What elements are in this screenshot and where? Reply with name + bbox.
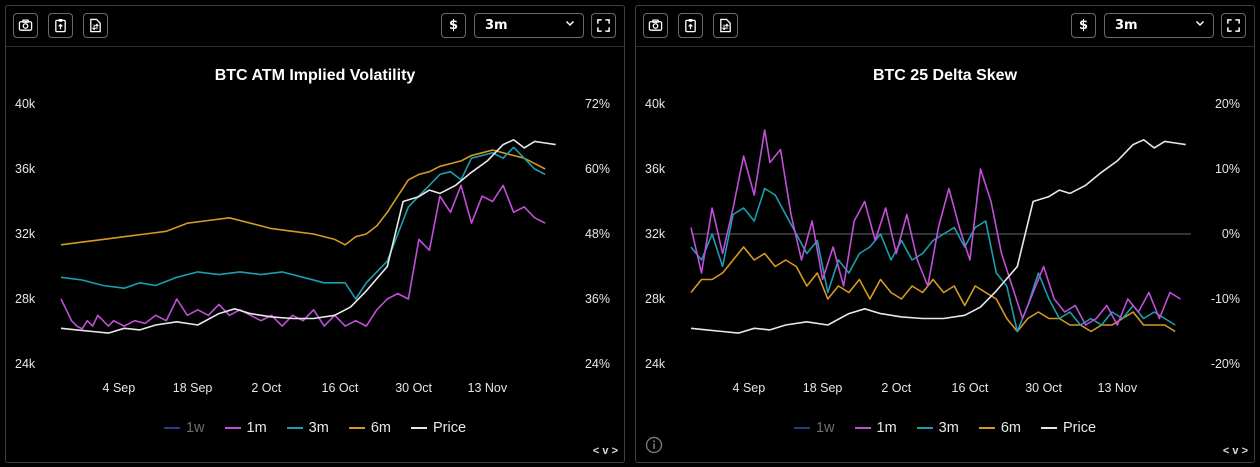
y-left-tick-label: 28k xyxy=(15,292,36,306)
legend-label: 3m xyxy=(938,420,959,436)
range-select[interactable]: 3m xyxy=(1104,13,1214,38)
chart-toolbar: $ 3m xyxy=(6,6,624,47)
y-left-tick-label: 28k xyxy=(645,292,666,306)
series-line-6m xyxy=(690,246,1176,333)
legend-item-3m[interactable]: 3m xyxy=(916,418,959,438)
legend-swatch xyxy=(854,427,871,429)
legend-item-1m[interactable]: 1m xyxy=(854,418,897,438)
chart-area: BTC ATM Implied Volatility 40k 36k 32k 28k 24… xyxy=(15,67,610,395)
y-right-tick-label: 36% xyxy=(585,292,610,306)
legend-label: 1w xyxy=(815,420,835,436)
x-tick-label: 4 Sep xyxy=(103,381,136,395)
chart-toolbar: $ 3m xyxy=(636,6,1254,47)
y-right-tick-label: -10% xyxy=(1211,292,1240,306)
legend-item-price[interactable]: Price xyxy=(1040,418,1097,438)
legend-swatch xyxy=(286,427,303,429)
camera-icon[interactable] xyxy=(643,13,668,38)
chart-panel-left: $ 3m BTC ATM Implied Volatility 40k 36k 32k… xyxy=(5,5,625,463)
fullscreen-icon[interactable] xyxy=(1221,13,1246,38)
legend-label: 1w xyxy=(185,420,205,436)
legend-item-3m[interactable]: 3m xyxy=(286,418,329,438)
clipboard-icon[interactable] xyxy=(678,13,703,38)
y-left-tick-label: 32k xyxy=(15,227,36,241)
legend-label: 3m xyxy=(308,420,329,436)
chart-title: BTC ATM Implied Volatility xyxy=(215,67,416,84)
legend-label: 6m xyxy=(370,420,391,436)
x-tick-label: 4 Sep xyxy=(733,381,766,395)
y-right-tick-label: 48% xyxy=(585,227,610,241)
y-left-tick-label: 24k xyxy=(645,357,666,371)
fullscreen-icon[interactable] xyxy=(591,13,616,38)
legend-item-1w[interactable]: 1w xyxy=(793,418,835,438)
x-tick-label: 30 Oct xyxy=(395,381,432,395)
x-tick-label: 16 Oct xyxy=(322,381,359,395)
legend-item-price[interactable]: Price xyxy=(410,418,467,438)
legend-swatch xyxy=(348,427,365,429)
currency-button[interactable]: $ xyxy=(441,13,466,38)
x-tick-label: 13 Nov xyxy=(1098,381,1138,395)
y-right-tick-label: 60% xyxy=(585,162,610,176)
legend-label: Price xyxy=(432,420,467,436)
range-select-value: 3m xyxy=(1115,18,1138,33)
chart-legend: 1w 1m 3m 6m Price xyxy=(6,418,624,438)
y-right-tick-label: 0% xyxy=(1222,227,1240,241)
y-right-tick-label: 72% xyxy=(585,97,610,111)
legend-swatch xyxy=(978,427,995,429)
camera-icon[interactable] xyxy=(13,13,38,38)
legend-label: 6m xyxy=(1000,420,1021,436)
pager-control[interactable]: < v > xyxy=(592,445,618,457)
x-tick-label: 2 Oct xyxy=(251,381,281,395)
export-icon[interactable] xyxy=(713,13,738,38)
y-left-tick-label: 40k xyxy=(15,97,36,111)
legend-swatch xyxy=(163,427,180,429)
chevron-down-icon xyxy=(1195,20,1205,27)
legend-item-6m[interactable]: 6m xyxy=(348,418,391,438)
x-tick-label: 16 Oct xyxy=(952,381,989,395)
legend-swatch xyxy=(916,427,933,429)
y-left-tick-label: 36k xyxy=(645,162,666,176)
y-left-tick-label: 24k xyxy=(15,357,36,371)
x-tick-label: 30 Oct xyxy=(1025,381,1062,395)
legend-swatch xyxy=(793,427,810,429)
y-right-tick-label: 20% xyxy=(1215,97,1240,111)
currency-button[interactable]: $ xyxy=(1071,13,1096,38)
chart-area: BTC 25 Delta Skew 40k 36k 32k 28k 24k 20% 10% 0%… xyxy=(645,67,1240,395)
legend-item-1w[interactable]: 1w xyxy=(163,418,205,438)
range-select[interactable]: 3m xyxy=(474,13,584,38)
y-left-tick-label: 36k xyxy=(15,162,36,176)
legend-swatch xyxy=(224,427,241,429)
x-tick-label: 18 Sep xyxy=(173,381,213,395)
chevron-down-icon xyxy=(565,20,575,27)
legend-label: 1m xyxy=(246,420,267,436)
y-right-tick-label: 10% xyxy=(1215,162,1240,176)
info-icon[interactable] xyxy=(645,436,663,454)
legend-label: 1m xyxy=(876,420,897,436)
series-line-price xyxy=(690,139,1186,334)
y-right-tick-label: 24% xyxy=(585,357,610,371)
series-line-1m xyxy=(60,184,546,330)
chart-panel-right: $ 3m BTC 25 Delta Skew 40k 36k 32k 28k 24k 20%… xyxy=(635,5,1255,463)
y-right-tick-label: -20% xyxy=(1211,357,1240,371)
x-tick-label: 18 Sep xyxy=(803,381,843,395)
series-line-3m xyxy=(690,187,1176,333)
chart-legend: 1w 1m 3m 6m Price xyxy=(636,418,1254,438)
series-line-6m xyxy=(60,149,546,246)
export-icon[interactable] xyxy=(83,13,108,38)
legend-label: Price xyxy=(1062,420,1097,436)
chart-title: BTC 25 Delta Skew xyxy=(873,67,1018,84)
series-line-3m xyxy=(60,146,546,300)
y-left-tick-label: 40k xyxy=(645,97,666,111)
legend-item-1m[interactable]: 1m xyxy=(224,418,267,438)
series-line-1m xyxy=(690,129,1181,326)
x-tick-label: 2 Oct xyxy=(881,381,911,395)
legend-swatch xyxy=(410,427,427,429)
y-left-tick-label: 32k xyxy=(645,227,666,241)
pager-control[interactable]: < v > xyxy=(1222,445,1248,457)
x-tick-label: 13 Nov xyxy=(468,381,508,395)
range-select-value: 3m xyxy=(485,18,508,33)
series-line-price xyxy=(60,139,556,334)
legend-item-6m[interactable]: 6m xyxy=(978,418,1021,438)
legend-swatch xyxy=(1040,427,1057,429)
clipboard-icon[interactable] xyxy=(48,13,73,38)
